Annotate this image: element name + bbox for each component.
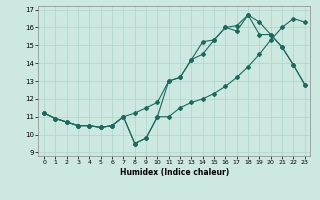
X-axis label: Humidex (Indice chaleur): Humidex (Indice chaleur) xyxy=(120,168,229,177)
